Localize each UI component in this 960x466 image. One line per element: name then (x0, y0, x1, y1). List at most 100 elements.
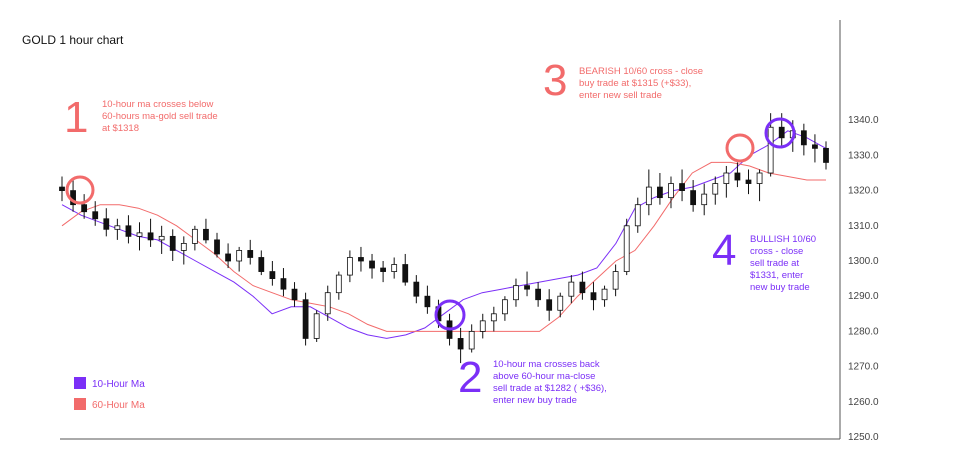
candle (324, 285, 331, 321)
candle-body (236, 250, 243, 262)
candle-body (103, 218, 110, 230)
candle (180, 236, 187, 265)
candle-body (712, 183, 719, 195)
y-tick-label: 1320.0 (848, 186, 879, 197)
candle (402, 253, 409, 286)
candle-body (668, 183, 674, 199)
candle (623, 218, 630, 276)
candle-body (778, 126, 785, 139)
candle-body (114, 225, 121, 230)
annotation-1-number: 1 (64, 93, 88, 142)
candle-body (745, 179, 752, 184)
candle-body (358, 257, 364, 262)
candle-body (590, 292, 597, 301)
candle-body (313, 313, 320, 339)
candle-body (92, 211, 99, 220)
candle (634, 197, 641, 233)
candle-body (657, 186, 663, 199)
candle-body (247, 250, 254, 258)
candle (114, 218, 121, 240)
candle (391, 257, 398, 279)
candle-body (147, 232, 154, 241)
candle (169, 229, 176, 261)
candle-body (280, 278, 287, 290)
annotation-2-line: above 60-hour ma-close (493, 371, 595, 382)
annotation-3-line: buy trade at $1315 (+$33), (579, 78, 691, 89)
annotation-2-line: 10-hour ma crosses back (493, 359, 600, 370)
candle (313, 310, 320, 342)
legend-label-10-hour-ma: 10-Hour Ma (92, 379, 145, 390)
annotation-3-number: 3 (543, 56, 567, 105)
candle-body (380, 267, 386, 272)
candle-body (158, 235, 165, 241)
annotation-4-number: 4 (712, 226, 736, 275)
candle-body (701, 193, 708, 206)
candle (712, 176, 719, 205)
annotation-4-line: BULLISH 10/60 (750, 234, 816, 245)
y-tick-label: 1310.0 (848, 221, 879, 232)
candle-body (335, 274, 342, 294)
candle (557, 292, 564, 318)
legend-swatch-60-hour-ma (74, 398, 86, 410)
candle-body (601, 288, 608, 301)
annotation-1-line: at $1318 (102, 123, 139, 134)
candle (479, 313, 486, 339)
legend-swatch-10-hour-ma (74, 377, 86, 389)
moving-averages (61, 130, 827, 339)
annotation-4: 4 BULLISH 10/60 cross - close sell trade… (712, 226, 816, 293)
candle-body (413, 281, 420, 297)
candle (668, 176, 674, 209)
candle (214, 232, 220, 258)
candle (92, 201, 99, 226)
candle (158, 225, 165, 254)
candle (734, 162, 741, 188)
candle (657, 173, 663, 205)
candle-body (568, 281, 575, 297)
candle (191, 225, 198, 251)
candle (247, 239, 254, 265)
candle (136, 222, 143, 251)
legend: 10-Hour Ma 60-Hour Ma (74, 377, 145, 411)
candle-body (490, 313, 497, 322)
candle-body (214, 239, 220, 255)
candle-body (468, 330, 475, 350)
candle-body (81, 204, 88, 213)
candle (601, 285, 608, 307)
candle (335, 271, 342, 300)
candle-body (734, 172, 741, 181)
candle (302, 292, 309, 346)
candle-body (457, 338, 464, 350)
candle-body (612, 271, 619, 290)
y-tick-label: 1250.0 (848, 432, 879, 443)
candle (413, 275, 420, 304)
candle-body (679, 183, 685, 191)
candle-body (203, 228, 209, 241)
candle-body (125, 225, 132, 237)
candle (502, 296, 508, 321)
annotation-4-line: sell trade at (750, 258, 799, 269)
candle-body (169, 235, 176, 251)
candle-body (812, 144, 818, 149)
annotation-1-line: 10-hour ma crosses below (102, 99, 214, 110)
candle (59, 176, 65, 202)
candle (679, 169, 685, 202)
annotation-3: 3 BEARISH 10/60 cross - close buy trade … (543, 56, 703, 105)
y-tick-label: 1260.0 (848, 397, 879, 408)
annotation-3-line: enter new sell trade (579, 90, 662, 101)
candle (70, 180, 76, 212)
candle (690, 180, 697, 212)
candle (535, 282, 542, 307)
candle (380, 261, 386, 283)
annotation-2-line: enter new buy trade (493, 395, 577, 406)
candle (645, 169, 652, 216)
candle-body (546, 299, 553, 311)
candle (568, 275, 575, 304)
candle-body (180, 242, 187, 251)
y-tick-label: 1270.0 (848, 362, 879, 373)
candle (369, 253, 375, 279)
cross-marker-1 (65, 175, 95, 205)
annotation-4-line: $1331, enter (750, 270, 803, 281)
candle (457, 327, 464, 364)
candle (756, 169, 763, 202)
